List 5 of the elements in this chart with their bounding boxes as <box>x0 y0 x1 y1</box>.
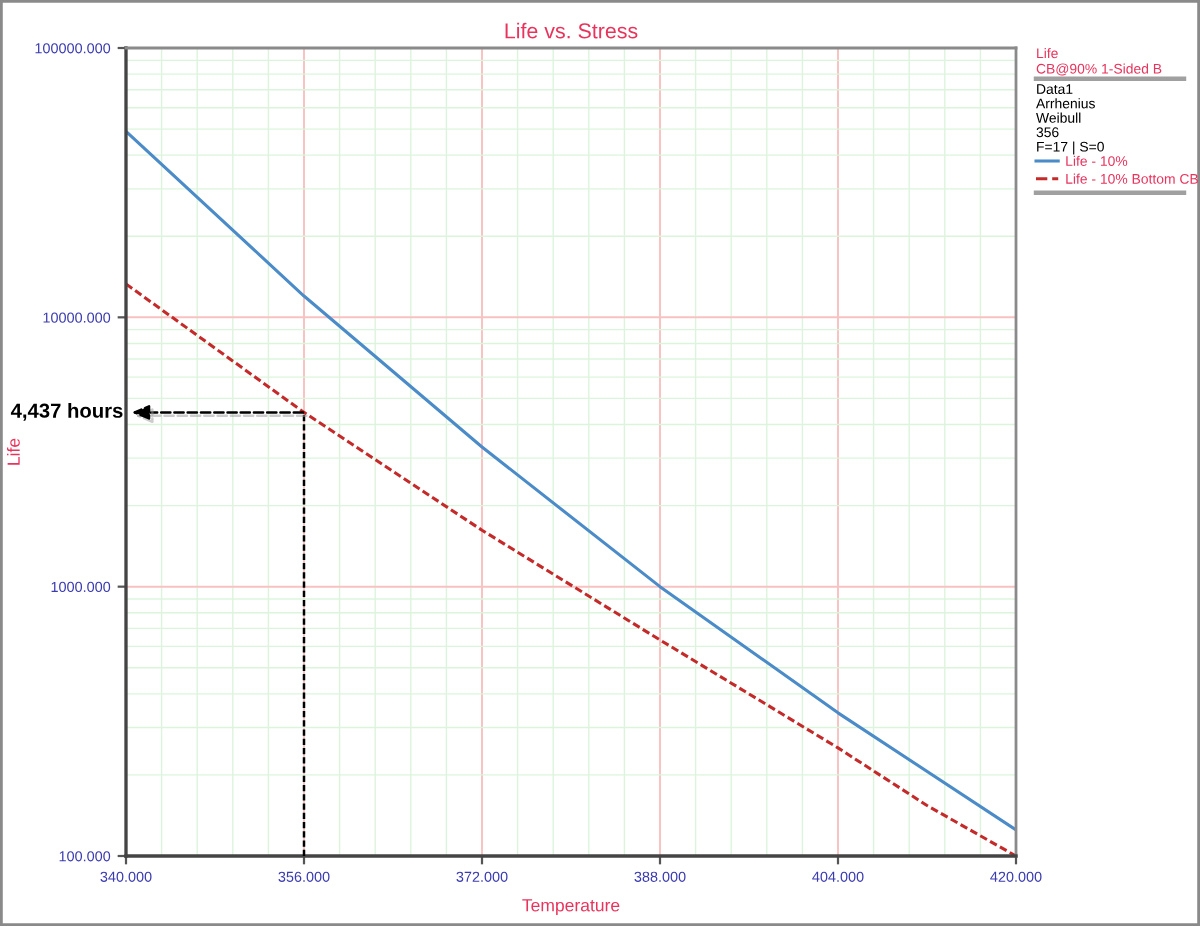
chart-title: Life vs. Stress <box>505 22 638 39</box>
line-series <box>126 129 1016 832</box>
x-axis-title: Temperature <box>522 899 620 915</box>
y-axis-title: Life <box>6 438 20 465</box>
annotation: 4,437 hours <box>10 402 123 421</box>
